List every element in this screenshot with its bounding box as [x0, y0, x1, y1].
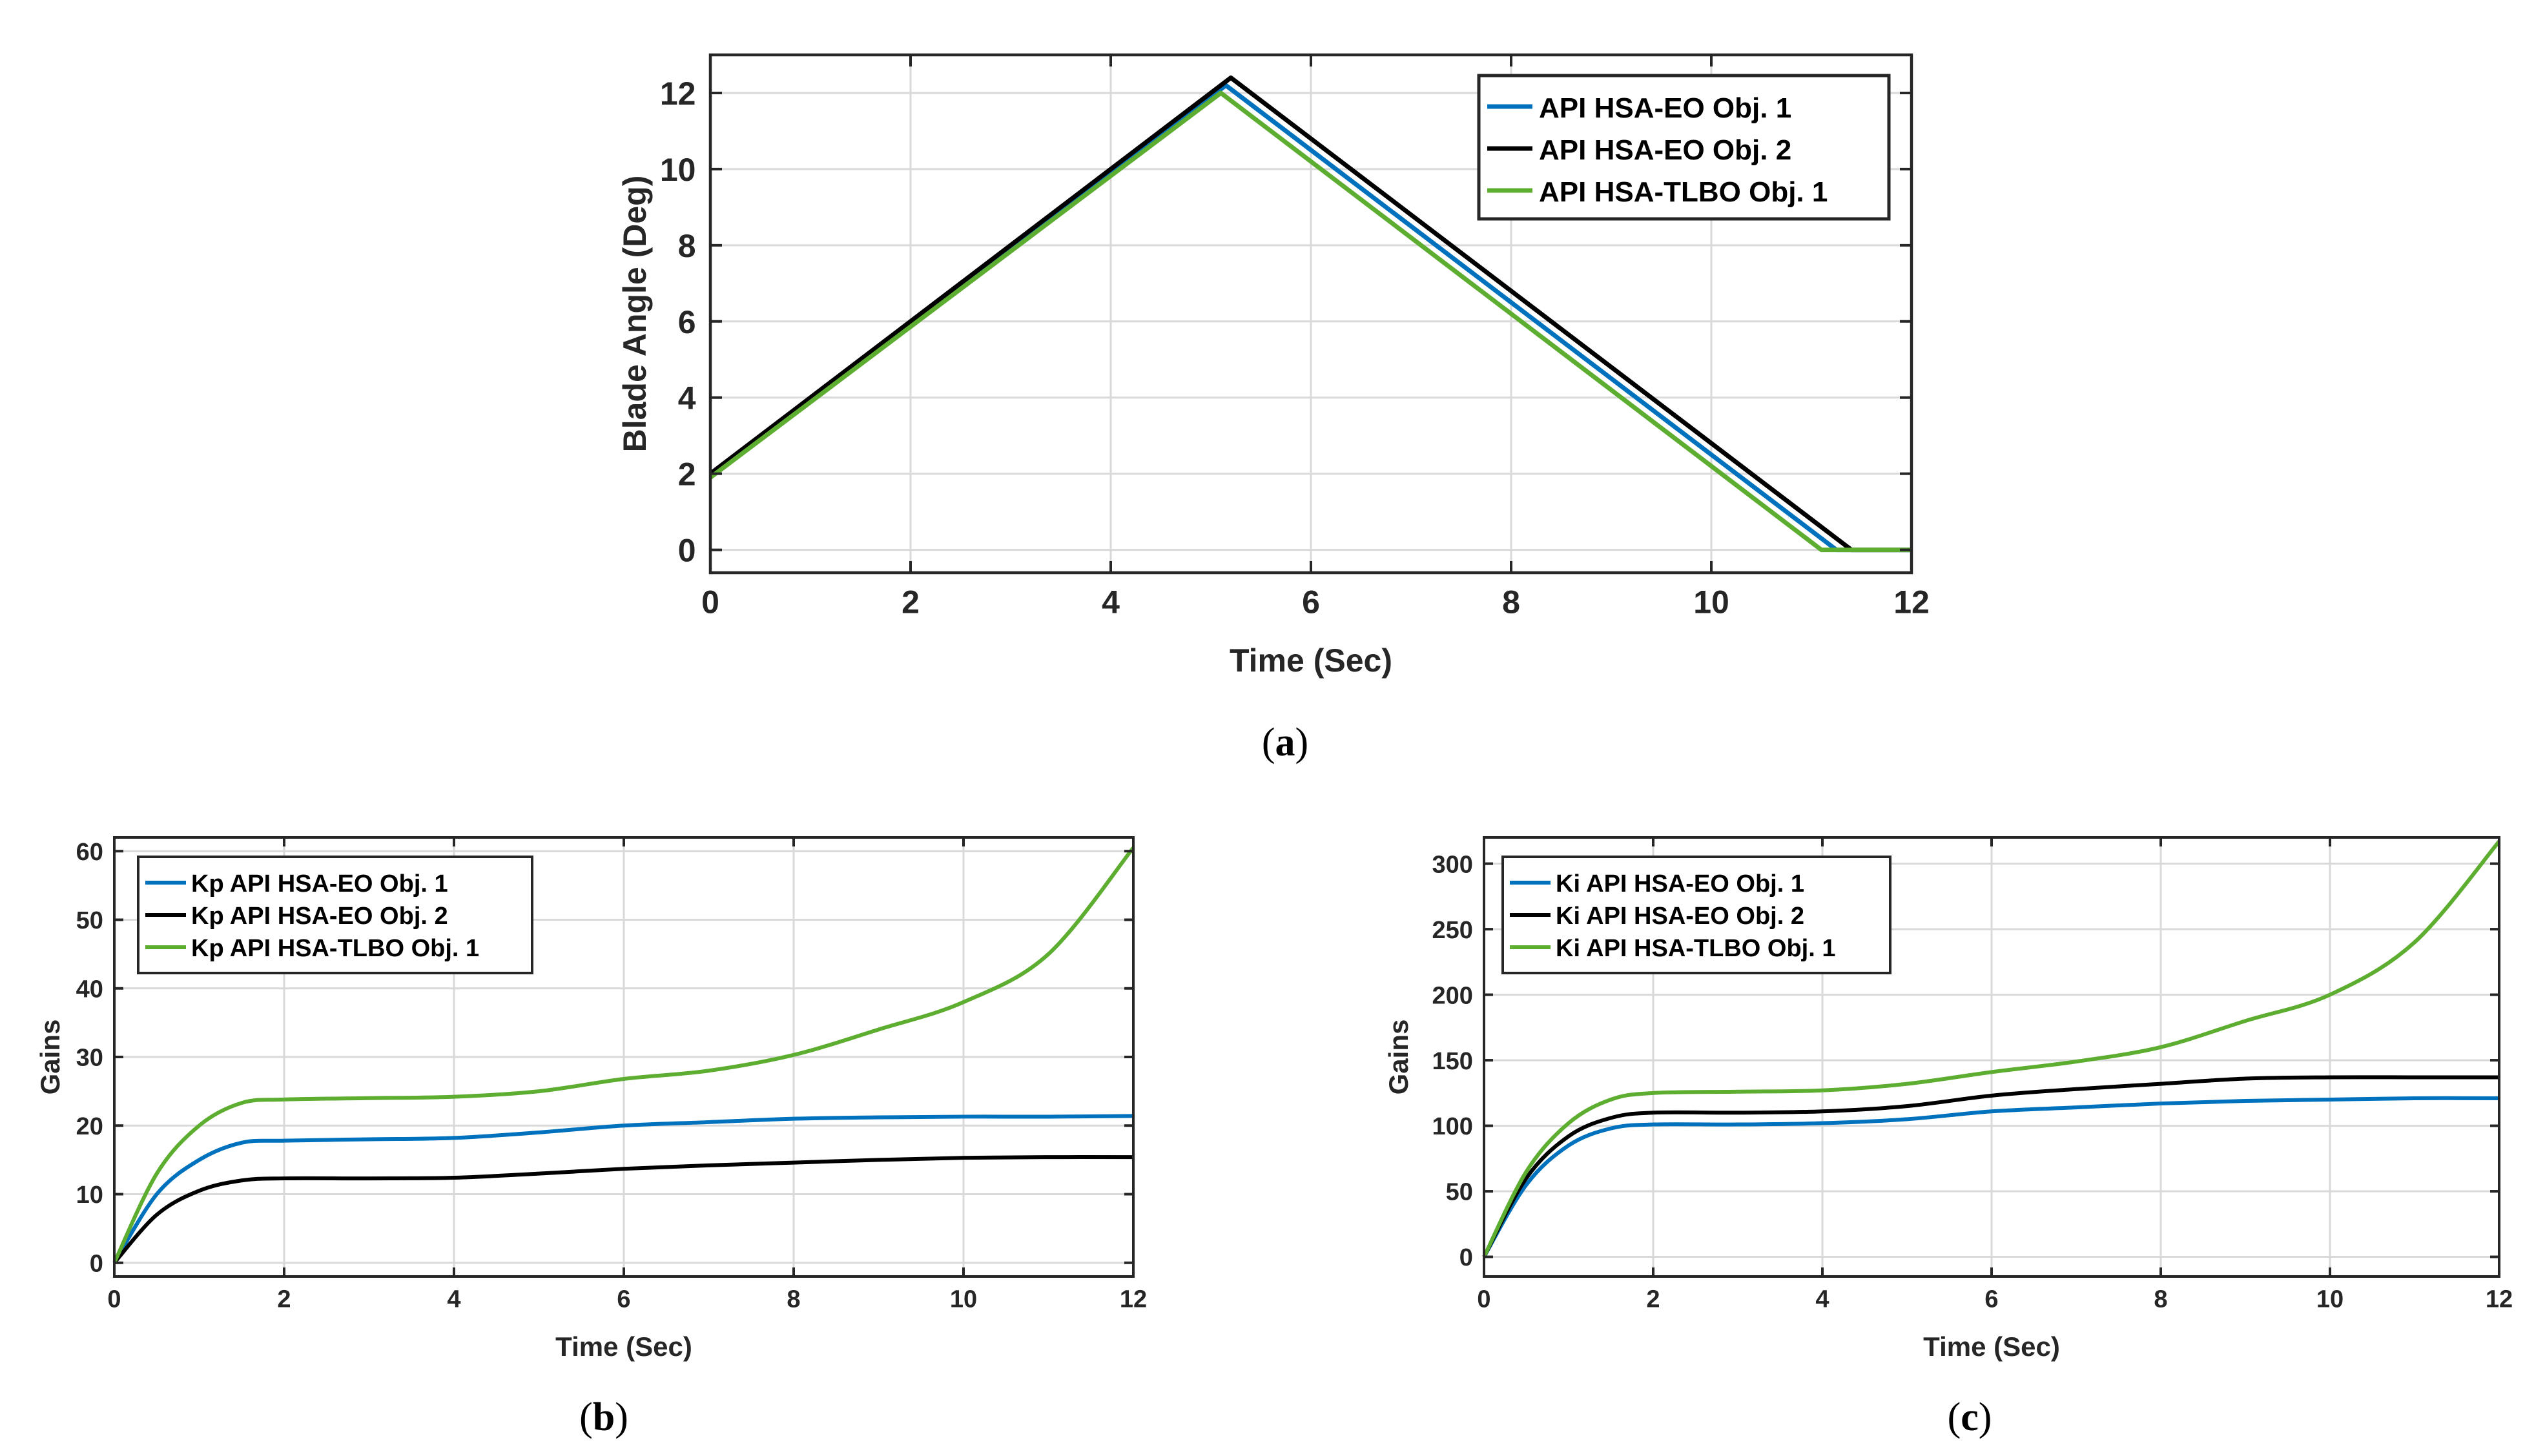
panel-a-xlabel: Time (Sec) — [1230, 642, 1392, 679]
panel-a-xtick-label: 10 — [1693, 584, 1729, 620]
panel-a-legend-label-2: API HSA-EO Obj. 2 — [1539, 134, 1791, 166]
panel-a-ytick-label: 12 — [660, 76, 696, 112]
panel-c-legend-box — [1501, 856, 1891, 974]
panel-a-ytick-label: 8 — [678, 228, 696, 264]
panel-b-ylabel: Gains — [35, 1020, 65, 1095]
panel-c-xtick-label: 10 — [2316, 1286, 2344, 1313]
panel-a-caption-letter: a — [1275, 721, 1295, 764]
panel-a-xtick-label: 2 — [902, 584, 920, 620]
panel-c-ylabel: Gains — [1383, 1020, 1414, 1095]
panel-c: 0 2 4 6 8 10 12 0 50 100 150 200 250 300 Time (Sec) G… — [1383, 836, 2513, 1439]
panel-c-ytick-label: 50 — [1446, 1179, 1473, 1206]
panel-c-ytick-label: 0 — [1459, 1244, 1473, 1271]
panel-b-ticks: 0 2 4 6 8 10 12 0 10 20 30 40 50 60 — [76, 837, 1147, 1313]
panel-a-ytick-label: 4 — [678, 380, 696, 416]
panel-b-data — [112, 846, 1135, 1264]
panel-b-xtick-label: 10 — [950, 1286, 977, 1313]
panel-c-caption-letter: c — [1961, 1395, 1979, 1439]
panel-b-ytick-label: 10 — [76, 1182, 103, 1209]
panel-b-ytick-label: 30 — [76, 1045, 103, 1072]
panel-a-ytick-label: 10 — [660, 152, 696, 188]
panel-c-legend-label-2: Ki API HSA-EO Obj. 2 — [1556, 903, 1804, 930]
panel-c-xtick-label: 8 — [2154, 1286, 2167, 1313]
panel-c-ytick-label: 100 — [1432, 1113, 1472, 1140]
panel-b-xtick-label: 4 — [447, 1286, 460, 1313]
panel-a-legend-label-1: API HSA-EO Obj. 1 — [1539, 92, 1791, 124]
panel-b-legend-label-3: Kp API HSA-TLBO Obj. 1 — [191, 935, 479, 962]
panel-c-xtick-label: 4 — [1815, 1286, 1829, 1313]
panel-b-xtick-label: 8 — [787, 1286, 800, 1313]
panel-a-legend-label-3: API HSA-TLBO Obj. 1 — [1539, 176, 1828, 208]
panel-b-xtick-label: 2 — [277, 1286, 291, 1313]
panel-c-legend-label-3: Ki API HSA-TLBO Obj. 1 — [1556, 935, 1836, 962]
panel-b-legend-label-1: Kp API HSA-EO Obj. 1 — [191, 870, 448, 897]
panel-a-xtick-label: 4 — [1102, 584, 1120, 620]
panel-c-series-2-line — [1482, 1075, 2499, 1258]
panel-a-data — [708, 75, 1912, 553]
panel-a-ytick-label: 6 — [678, 304, 696, 340]
panel-b-grid — [113, 837, 1135, 1277]
panel-a-legend: API HSA-EO Obj. 1 API HSA-EO Obj. 2 API … — [1477, 74, 1891, 221]
panel-b-caption-letter: b — [593, 1395, 615, 1439]
panel-a-legend-box — [1477, 74, 1891, 221]
panel-a-ytick-label: 0 — [678, 533, 696, 569]
panel-a-xtick-label: 6 — [1302, 584, 1320, 620]
panel-b-xlabel: Time (Sec) — [555, 1331, 692, 1362]
panel-c-ytick-label: 150 — [1432, 1048, 1472, 1075]
panel-a-xtick-label: 0 — [701, 584, 719, 620]
panel-b-legend: Kp API HSA-EO Obj. 1 Kp API HSA-EO Obj. … — [137, 856, 533, 974]
panel-c-xlabel: Time (Sec) — [1923, 1331, 2060, 1362]
panel-c-data — [1482, 840, 2501, 1258]
panel-b-series-1-line — [112, 1114, 1134, 1264]
panel-c-xtick-label: 2 — [1646, 1286, 1660, 1313]
panel-a-ylabel: Blade Angle (Deg) — [617, 176, 653, 453]
panel-c-ytick-label: 300 — [1432, 851, 1472, 878]
panel-c-xtick-label: 12 — [2486, 1286, 2513, 1313]
panel-c-ytick-label: 250 — [1432, 917, 1472, 944]
panel-b-ytick-label: 0 — [90, 1250, 103, 1277]
panel-c-legend-label-1: Ki API HSA-EO Obj. 1 — [1556, 870, 1804, 897]
panel-b-series-2-line — [112, 1155, 1134, 1264]
panel-a-ticks: 0 2 4 6 8 10 12 0 2 4 6 8 10 12 — [660, 55, 1930, 620]
panel-c-ytick-label: 200 — [1432, 982, 1472, 1009]
panel-b-xtick-label: 6 — [617, 1286, 630, 1313]
panel-b-caption: (b) — [579, 1395, 628, 1439]
panel-c-series-3-line — [1482, 840, 2501, 1258]
panel-b-legend-box — [137, 856, 533, 974]
panel-a: 0 2 4 6 8 10 12 0 2 4 6 8 10 12 Time (Sec) Blade Angl… — [617, 53, 1930, 764]
panel-b-ytick-label: 50 — [76, 907, 103, 934]
panel-a-caption: (a) — [1262, 721, 1308, 764]
panel-b-ytick-label: 20 — [76, 1113, 103, 1140]
panel-a-xtick-label: 8 — [1502, 584, 1520, 620]
panel-c-ticks: 0 2 4 6 8 10 12 0 50 100 150 200 250 300 — [1432, 837, 2513, 1313]
panel-b-ytick-label: 60 — [76, 839, 103, 866]
panel-c-caption: (c) — [1948, 1395, 1992, 1439]
panel-c-xtick-label: 0 — [1477, 1286, 1490, 1313]
panel-b-series-3-line — [112, 846, 1135, 1264]
panel-a-xtick-label: 12 — [1893, 584, 1930, 620]
panel-a-ytick-label: 2 — [678, 456, 696, 493]
panel-b-ytick-label: 40 — [76, 976, 103, 1003]
panel-b-xtick-label: 0 — [107, 1286, 121, 1313]
panel-b-xtick-label: 12 — [1120, 1286, 1147, 1313]
panel-c-legend: Ki API HSA-EO Obj. 1 Ki API HSA-EO Obj. … — [1501, 856, 1891, 974]
panel-c-xtick-label: 6 — [1984, 1286, 1998, 1313]
panel-b-legend-label-2: Kp API HSA-EO Obj. 2 — [191, 903, 448, 930]
panel-c-series-1-line — [1482, 1096, 2500, 1258]
panel-a-series-3-line — [708, 90, 1912, 553]
